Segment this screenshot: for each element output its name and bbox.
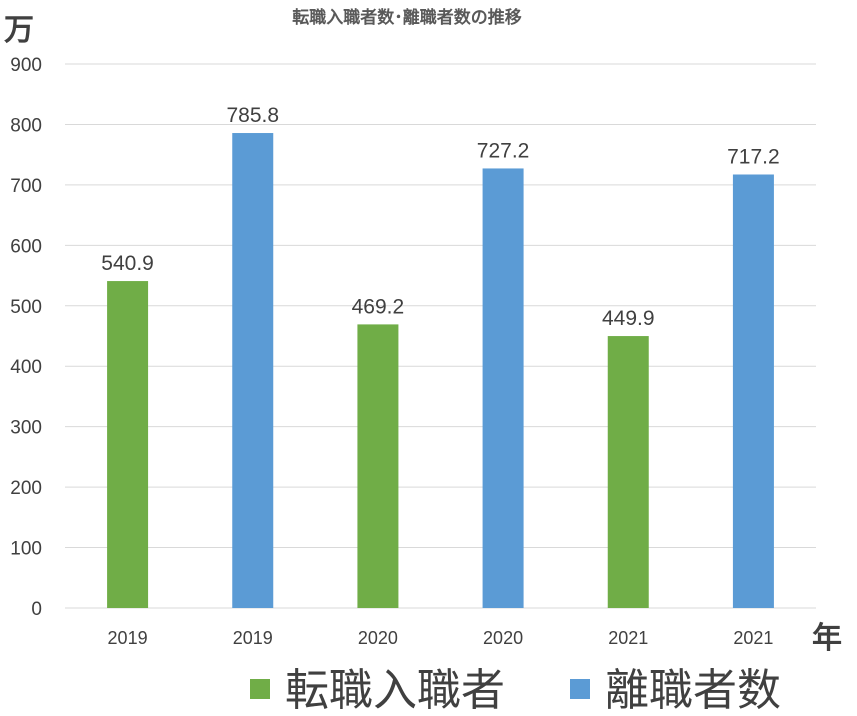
x-tick-label: 2021 [733, 628, 773, 648]
y-tick-label: 200 [10, 478, 42, 499]
chart-title: 転職入職者数･離職者数の推移 [292, 7, 522, 28]
bar [107, 281, 149, 608]
x-tick-label: 2019 [108, 628, 148, 648]
y-tick-label: 700 [10, 176, 42, 197]
legend-label: 転職入職者 [285, 665, 505, 716]
data-label: 727.2 [477, 139, 530, 162]
data-label: 785.8 [226, 104, 279, 127]
gridlines [65, 63, 816, 609]
x-unit-label: 年 [812, 621, 842, 656]
data-label: 540.9 [101, 252, 154, 275]
legend-swatch [570, 679, 590, 699]
bar [357, 324, 399, 608]
legend: 転職入職者 離職者数 [250, 665, 781, 716]
y-unit-label: 万 [4, 13, 34, 48]
x-tick-label: 2020 [483, 628, 523, 648]
x-tick-label: 2019 [233, 628, 273, 648]
data-label: 717.2 [727, 145, 780, 168]
y-tick-label: 100 [10, 539, 42, 560]
bar [732, 174, 774, 609]
y-axis: 0 100 200 300 400 500 600 700 800 900 [10, 55, 42, 620]
y-tick-label: 400 [10, 357, 42, 378]
y-tick-label: 0 [31, 599, 42, 620]
x-axis: 2019 2019 2020 2020 2021 2021 [108, 628, 774, 648]
y-tick-label: 600 [10, 236, 42, 257]
y-tick-label: 300 [10, 418, 42, 439]
y-tick-label: 900 [10, 55, 42, 76]
bar [482, 168, 524, 608]
legend-swatch [250, 679, 270, 699]
y-tick-label: 500 [10, 297, 42, 318]
data-label: 449.9 [602, 307, 655, 330]
data-label: 469.2 [352, 295, 405, 318]
x-tick-label: 2021 [608, 628, 648, 648]
y-tick-label: 800 [10, 115, 42, 136]
legend-label: 離職者数 [605, 665, 781, 716]
x-tick-label: 2020 [358, 628, 398, 648]
bar [232, 133, 274, 608]
bars: 540.9 785.8 469.2 727.2 449.9 717.2 [101, 104, 780, 609]
bar [607, 336, 649, 608]
